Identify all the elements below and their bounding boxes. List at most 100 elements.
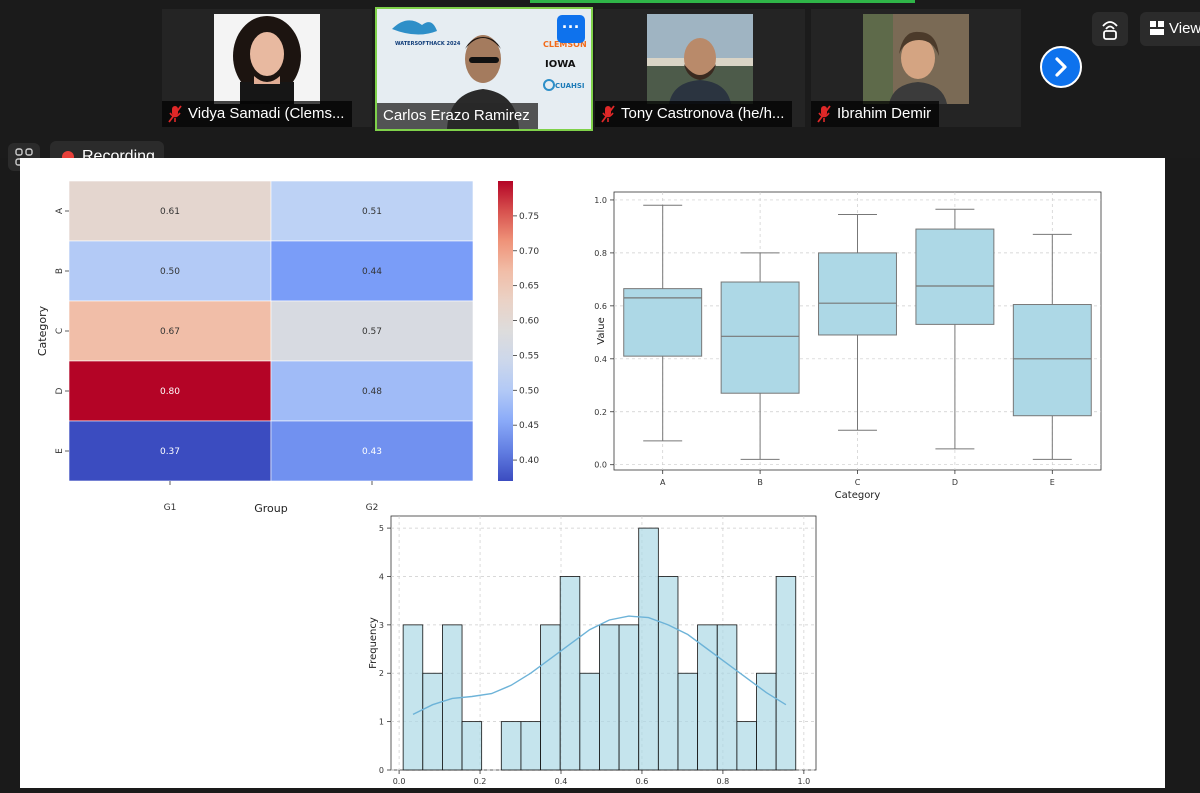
boxplot-ytick-label: 0.6 [594, 302, 607, 311]
histogram-ytick-label: 2 [379, 669, 384, 678]
participant-video-vidya [214, 14, 320, 104]
heatmap-cell [68, 300, 272, 362]
boxplot-box [720, 281, 800, 394]
participant-tile-ibrahim[interactable]: Ibrahim Demir [811, 9, 1021, 127]
colorbar-tick-label: 0.50 [519, 386, 539, 396]
heatmap-xtick-label: G1 [164, 503, 177, 513]
histogram-bar [559, 576, 581, 771]
histogram-xtick-label: 0.4 [555, 777, 568, 786]
boxplot-box [623, 288, 703, 357]
colorbar-tick-label: 0.75 [519, 212, 539, 222]
participant-tile-vidya[interactable]: Vidya Samadi (Clems... [162, 9, 372, 127]
participant-tile-carlos[interactable]: WATERSOFTHACK 2024 CLEMSON IOWA CUAHSI ·… [375, 7, 593, 131]
cuahsi-logo: CUAHSI [555, 82, 585, 90]
histogram-bar [500, 721, 522, 771]
heatmap-cell [270, 180, 474, 242]
participant-name: Vidya Samadi (Clems... [188, 105, 345, 122]
boxplot-ytick-label: 0.2 [594, 408, 607, 417]
mic-muted-icon [601, 105, 615, 123]
boxplot-ylabel: Value [596, 317, 607, 344]
heatmap-cell-label: 0.50 [160, 267, 180, 277]
heatmap-cell [270, 360, 474, 422]
boxplot-xtick-label: A [660, 478, 666, 487]
iowa-logo: IOWA [545, 59, 576, 70]
heatmap-ytick-label: E [55, 448, 65, 454]
histogram-bar [461, 721, 483, 771]
chevron-right-icon [1055, 57, 1067, 77]
colorbar [498, 181, 513, 481]
grid-view-icon [1150, 21, 1164, 35]
participant-name: Ibrahim Demir [837, 105, 932, 122]
histogram-bar [657, 576, 679, 771]
histogram-xtick-label: 0.2 [474, 777, 487, 786]
heatmap-cell [270, 300, 474, 362]
more-options-button[interactable]: ··· [557, 15, 585, 43]
histogram-bar [520, 721, 541, 771]
heatmap-ytick-label: D [55, 387, 65, 394]
mic-muted-icon [168, 105, 182, 123]
histogram-bar [422, 672, 443, 771]
heatmap-cell [68, 240, 272, 302]
boxplot-xtick-label: E [1050, 478, 1055, 487]
active-speaker-indicator [530, 0, 915, 3]
heatmap-cell-label: 0.48 [362, 387, 382, 397]
heatmap-cell-label: 0.37 [160, 447, 180, 457]
participant-name: Tony Castronova (he/h... [621, 105, 785, 122]
mic-muted-icon [817, 105, 831, 123]
nameplate: Vidya Samadi (Clems... [162, 101, 353, 127]
heatmap-cell-label: 0.61 [160, 207, 180, 217]
video-strip: Vidya Samadi (Clems... WATERSOFTHACK 202… [0, 0, 1200, 173]
heatmap-cell [270, 240, 474, 302]
histogram-bar [599, 624, 620, 771]
histogram-ytick-label: 3 [379, 621, 384, 630]
heatmap-cell-label: 0.67 [160, 327, 180, 337]
colorbar-tick-label: 0.55 [519, 351, 539, 361]
histogram-bar [540, 624, 561, 771]
histogram-bar [638, 527, 659, 771]
heatmap-ylabel: Category [36, 305, 49, 356]
heatmap-cell-label: 0.51 [362, 207, 382, 217]
histogram-xtick-label: 1.0 [797, 777, 810, 786]
heatmap-cell [68, 420, 272, 482]
right-edge [1165, 158, 1200, 788]
colorbar-tick-label: 0.60 [519, 317, 539, 327]
histogram-xtick-label: 0.8 [717, 777, 730, 786]
histogram-ylabel: Frequency [368, 617, 379, 669]
participant-tile-tony[interactable]: Tony Castronova (he/h... [595, 9, 805, 127]
share-status-button[interactable] [1092, 12, 1128, 46]
nameplate: Ibrahim Demir [811, 101, 940, 127]
colorbar-tick-label: 0.65 [519, 282, 539, 292]
histogram-bar [736, 721, 757, 771]
histogram-ytick-label: 1 [379, 718, 384, 727]
boxplot-box [1012, 304, 1092, 417]
view-button[interactable]: View [1140, 12, 1200, 46]
histogram-ytick-label: 4 [379, 572, 384, 581]
histogram-ytick-label: 5 [379, 524, 384, 533]
nameplate: Carlos Erazo Ramirez [377, 103, 538, 129]
boxplot-xlabel: Category [835, 490, 881, 501]
participant-video-ibrahim [863, 14, 969, 104]
heatmap-ytick-label: A [55, 207, 65, 214]
boxplot-ytick-label: 1.0 [594, 196, 607, 205]
heatmap-xlabel: Group [254, 502, 288, 515]
shared-screen: 0.61 0.51 A 0.50 0.44 B 0.67 0.57 C 0.80 0.48 D 0.37… [20, 158, 1165, 788]
heatmap-xtick-label: G2 [366, 503, 379, 513]
heatmap-ytick-label: B [55, 268, 65, 274]
hack-logo: WATERSOFTHACK 2024 [395, 41, 461, 47]
histogram-bar [579, 672, 600, 771]
colorbar-tick-label: 0.45 [519, 421, 539, 431]
next-page-button[interactable] [1040, 46, 1082, 88]
histogram-bar [716, 624, 738, 771]
nameplate: Tony Castronova (he/h... [595, 101, 793, 127]
clemson-logo: CLEMSON [543, 40, 587, 49]
boxplot-xtick-label: C [855, 478, 861, 487]
heatmap-cell [270, 420, 474, 482]
heatmap-cell-label: 0.57 [362, 327, 382, 337]
participant-name: Carlos Erazo Ramirez [383, 107, 530, 124]
histogram-bar [618, 624, 640, 771]
boxplot-xtick-label: D [952, 478, 958, 487]
heatmap-cell-label: 0.43 [362, 447, 382, 457]
boxplot-ytick-label: 0.0 [594, 461, 607, 470]
